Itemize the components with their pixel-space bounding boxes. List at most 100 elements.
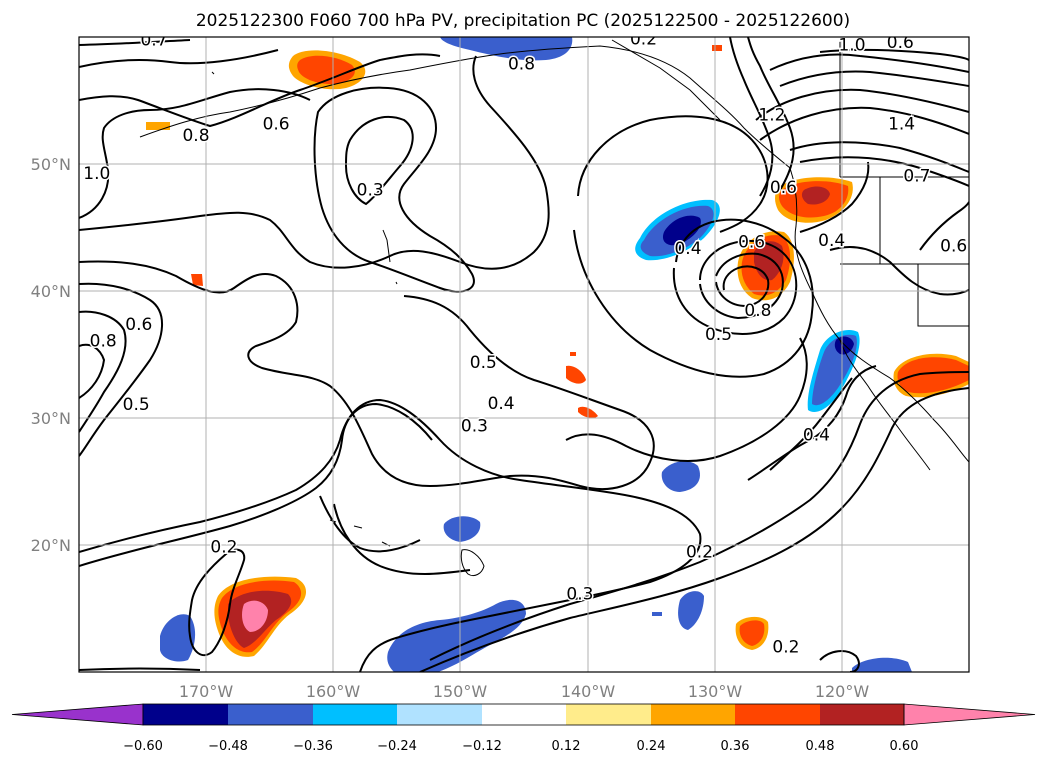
- colorbar-frame: [142, 703, 905, 726]
- contour-label: 1.4: [888, 114, 915, 134]
- pv-contour: [79, 310, 127, 433]
- colorbar-tick-label: 0.48: [806, 739, 835, 754]
- lon-axis: 170°W 160°W 150°W 140°W 130°W 120°W: [179, 682, 870, 701]
- pv-contour: [577, 115, 769, 233]
- map-frame: [78, 36, 970, 673]
- colorbar-tick-label: −0.36: [293, 739, 333, 754]
- precip-blob-positive: [801, 186, 830, 205]
- map-title: 2025122300 F060 700 hPa PV, precipitatio…: [196, 11, 850, 31]
- contour-label: 0.4: [674, 239, 701, 259]
- graticule: [79, 37, 969, 672]
- contour-label: 0.5: [470, 353, 497, 373]
- pv-contour: [699, 252, 784, 320]
- colorbar-extend-high: [903, 703, 1036, 726]
- lon-tick-label: 120°W: [815, 682, 870, 701]
- pv-contour: [729, 37, 774, 197]
- contour-label: 0.6: [738, 233, 765, 253]
- contour-label: 0.6: [770, 178, 797, 198]
- pv-contour: [79, 260, 655, 490]
- pv-contour: [755, 88, 969, 121]
- precip-blob-negative: [678, 591, 704, 630]
- contour-label: 0.8: [182, 126, 209, 146]
- contour-labels: 0.7 0.8 1.0 0.6 0.3 0.8 0.2 1.0 0.6 1.2 0.6 1.4 0.7 0…: [82, 29, 969, 659]
- colorbar-tick-label: −0.24: [377, 739, 417, 754]
- contour-label: 0.6: [263, 114, 290, 134]
- lon-tick-label: 130°W: [688, 682, 743, 701]
- contour-label: 1.2: [758, 106, 785, 126]
- colorbar-segment: [651, 704, 735, 725]
- pv-contour: [313, 86, 475, 293]
- contour-label: 0.7: [140, 31, 167, 51]
- us-west-coast: [789, 167, 969, 463]
- contour-label: 0.4: [818, 231, 845, 251]
- precip-blob-negative: [662, 215, 701, 246]
- contour-label: 0.2: [686, 542, 713, 562]
- lat-tick-label: 50°N: [31, 155, 71, 174]
- baja-coast: [839, 339, 931, 471]
- colorbar-segment: [482, 704, 566, 725]
- colorbar-tick-label: −0.60: [123, 739, 163, 754]
- colorbar-extend-low: [11, 703, 144, 726]
- pv-contour: [747, 365, 877, 481]
- pv-contour: [799, 161, 870, 233]
- pv-contour: [789, 141, 969, 173]
- contour-label: 0.2: [630, 29, 657, 49]
- pv-contour: [747, 37, 795, 191]
- contour-label: 0.6: [940, 236, 967, 256]
- lon-tick-label: 140°W: [561, 682, 616, 701]
- precip-blob-negative: [443, 516, 481, 542]
- pv-contours: [79, 37, 969, 672]
- colorbar-segment: [313, 704, 397, 725]
- pv-contour: [429, 371, 969, 661]
- pv-contour: [715, 265, 770, 308]
- pv-contour: [79, 55, 550, 270]
- precip-blob-positive: [739, 620, 765, 646]
- lon-tick-label: 170°W: [179, 682, 234, 701]
- precip-blob-positive: [712, 45, 722, 51]
- lat-tick-label: 30°N: [31, 409, 71, 428]
- colorbar-tick-label: −0.48: [208, 739, 248, 754]
- small-islands: [211, 39, 721, 285]
- pv-contour: [79, 398, 702, 672]
- pv-contour: [779, 70, 969, 87]
- map-area: 0.7 0.8 1.0 0.6 0.3 0.8 0.2 1.0 0.6 1.2 0.6 1.4 0.7 0…: [79, 29, 969, 672]
- precip-blob-positive: [897, 357, 969, 394]
- us-border: [839, 37, 969, 327]
- contour-label: 0.3: [357, 180, 384, 200]
- contour-label: 0.2: [772, 638, 799, 658]
- precip-blob-negative: [652, 612, 662, 616]
- pv-contour: [565, 337, 808, 462]
- precip-blob-negative: [852, 657, 912, 672]
- pv-contour: [79, 343, 106, 399]
- colorbar-segment: [397, 704, 482, 725]
- lat-axis: 20°N 30°N 40°N 50°N: [31, 155, 71, 555]
- pv-contour: [319, 495, 421, 553]
- pv-contour: [79, 88, 311, 219]
- precip-shading: [146, 37, 969, 672]
- pv-contour: [333, 503, 471, 575]
- colorbar-tick-label: 0.36: [721, 739, 750, 754]
- precip-blob-positive: [297, 55, 355, 85]
- precip-blob-positive: [242, 600, 268, 632]
- pv-contour: [919, 201, 969, 251]
- contour-label: 0.4: [803, 426, 830, 446]
- contour-label: 0.8: [744, 301, 771, 321]
- pv-contour: [759, 106, 969, 141]
- pv-contour: [829, 245, 969, 296]
- pv-contour: [769, 53, 969, 73]
- precip-blob-negative: [834, 336, 854, 355]
- contour-label: 0.3: [566, 584, 593, 604]
- pv-contour: [79, 39, 191, 46]
- contour-label: 0.5: [705, 325, 732, 345]
- pv-contour: [419, 387, 969, 672]
- pv-contour: [79, 402, 433, 567]
- contour-label: 0.8: [90, 332, 117, 352]
- lat-tick-label: 40°N: [31, 282, 71, 301]
- pv-contour: [672, 239, 798, 335]
- colorbar-segment: [566, 704, 651, 725]
- pv-contour: [79, 53, 441, 128]
- precip-blob-positive: [146, 122, 170, 130]
- precip-blob-negative: [440, 37, 573, 61]
- contour-label: 1.0: [838, 36, 865, 56]
- contour-label: 0.2: [210, 537, 237, 557]
